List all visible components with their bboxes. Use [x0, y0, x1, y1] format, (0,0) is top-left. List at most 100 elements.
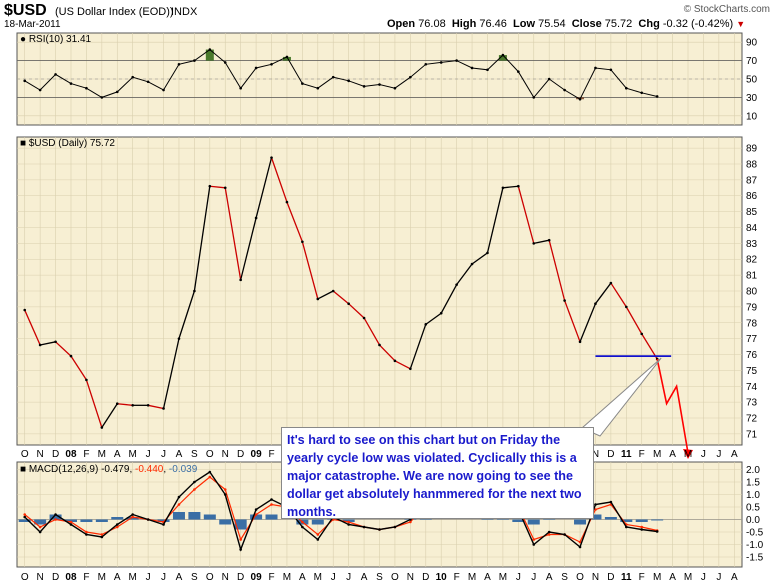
rsi-y-tick: 10 — [746, 111, 758, 122]
macd-y-tick: 1.0 — [746, 490, 760, 501]
macd-x-tick: D — [52, 572, 59, 583]
rsi-point — [470, 66, 474, 70]
price-x-tick: A — [669, 449, 676, 460]
price-segment — [363, 317, 381, 346]
macd-point — [208, 470, 212, 474]
price-legend: ■ $USD (Daily) 75.72 — [20, 138, 115, 149]
macd-histogram-bar — [527, 519, 540, 525]
chg-value: -0.32 (-0.42%) — [662, 18, 734, 30]
macd-histogram-bar — [512, 519, 525, 522]
macd-x-tick: F — [268, 572, 274, 583]
rsi-point — [23, 79, 27, 83]
stockcharts-credit: © StockCharts.com — [683, 4, 770, 15]
price-segment — [240, 217, 257, 281]
price-point — [547, 238, 551, 242]
price-point — [38, 343, 42, 347]
signal-point — [594, 508, 597, 511]
rsi-point — [347, 79, 350, 83]
price-segment — [579, 303, 597, 343]
price-x-tick: M — [98, 449, 106, 460]
macd-point — [254, 508, 258, 511]
price-segment — [332, 290, 350, 305]
price-x-tick: N — [37, 449, 44, 460]
macd-point — [131, 513, 134, 516]
price-segment — [209, 185, 226, 189]
signal-point — [578, 540, 582, 544]
macd-histogram-bar — [95, 519, 108, 522]
rsi-overbought-fill — [282, 56, 291, 61]
rsi-point — [115, 90, 119, 94]
price-point — [563, 299, 566, 302]
rsi-point — [38, 88, 42, 92]
price-y-tick: 85 — [746, 207, 758, 218]
price-segment — [40, 341, 56, 346]
signal-point — [640, 525, 644, 529]
price-segment — [440, 284, 458, 314]
macd-point — [193, 480, 196, 484]
macd-point — [594, 503, 597, 506]
price-segment — [55, 341, 72, 357]
rsi-point — [532, 96, 536, 99]
price-x-tick: N — [592, 449, 599, 460]
price-point — [331, 289, 335, 293]
chg-label: Chg — [638, 18, 660, 30]
price-point — [54, 340, 57, 344]
price-segment — [563, 300, 581, 343]
macd-point — [362, 525, 366, 529]
price-segment — [178, 290, 196, 339]
price-point — [470, 262, 474, 266]
price-segment — [162, 338, 180, 409]
rsi-point — [424, 62, 428, 66]
price-x-tick: D — [52, 449, 59, 460]
price-x-tick: F — [639, 449, 645, 460]
rsi-point — [578, 97, 582, 101]
price-y-tick: 87 — [746, 175, 758, 186]
price-segment — [394, 360, 411, 370]
macd-x-tick: O — [391, 572, 399, 583]
macd-x-tick: M — [653, 572, 661, 583]
signal-point — [177, 503, 181, 506]
price-y-tick: 78 — [746, 318, 758, 329]
price-segment — [286, 201, 303, 243]
rsi-point — [378, 83, 381, 86]
macd-histogram-bar — [111, 517, 124, 520]
price-y-tick: 73 — [746, 398, 758, 409]
price-point — [455, 283, 458, 286]
macd-point — [532, 543, 536, 546]
price-x-tick: M — [129, 449, 137, 460]
macd-x-tick: M — [468, 572, 476, 583]
price-point — [285, 200, 289, 204]
rsi-point — [393, 86, 397, 90]
price-segment — [641, 333, 658, 360]
rsi-point — [54, 73, 57, 76]
macd-x-tick: J — [531, 572, 536, 583]
price-segment — [70, 355, 87, 381]
price-y-tick: 84 — [746, 223, 758, 234]
macd-x-tick: 10 — [436, 572, 448, 583]
macd-histogram-bar — [311, 519, 324, 525]
macd-x-tick: S — [376, 572, 383, 583]
signal-point — [316, 533, 320, 536]
price-point — [223, 186, 227, 190]
rsi-point — [501, 53, 505, 57]
price-point — [254, 216, 258, 220]
annotation-callout: It's hard to see on this chart but on Fr… — [281, 427, 594, 519]
price-point — [100, 426, 104, 429]
price-x-tick: D — [237, 449, 244, 460]
price-x-tick: M — [653, 449, 661, 460]
price-segment — [255, 157, 273, 219]
price-segment — [456, 263, 473, 286]
macd-y-tick: 1.5 — [746, 478, 760, 489]
macd-x-tick: D — [607, 572, 614, 583]
price-point — [609, 281, 613, 285]
macd-x-tick: F — [454, 572, 460, 583]
macd-y-tick: -1.5 — [746, 553, 764, 564]
price-x-tick: F — [268, 449, 274, 460]
macd-point — [38, 530, 42, 534]
macd-x-tick: N — [37, 572, 44, 583]
signal-point — [532, 538, 536, 541]
macd-legend-sep: , — [129, 464, 135, 475]
price-segment — [610, 282, 627, 308]
rsi-point — [254, 66, 258, 70]
price-segment — [101, 403, 118, 428]
